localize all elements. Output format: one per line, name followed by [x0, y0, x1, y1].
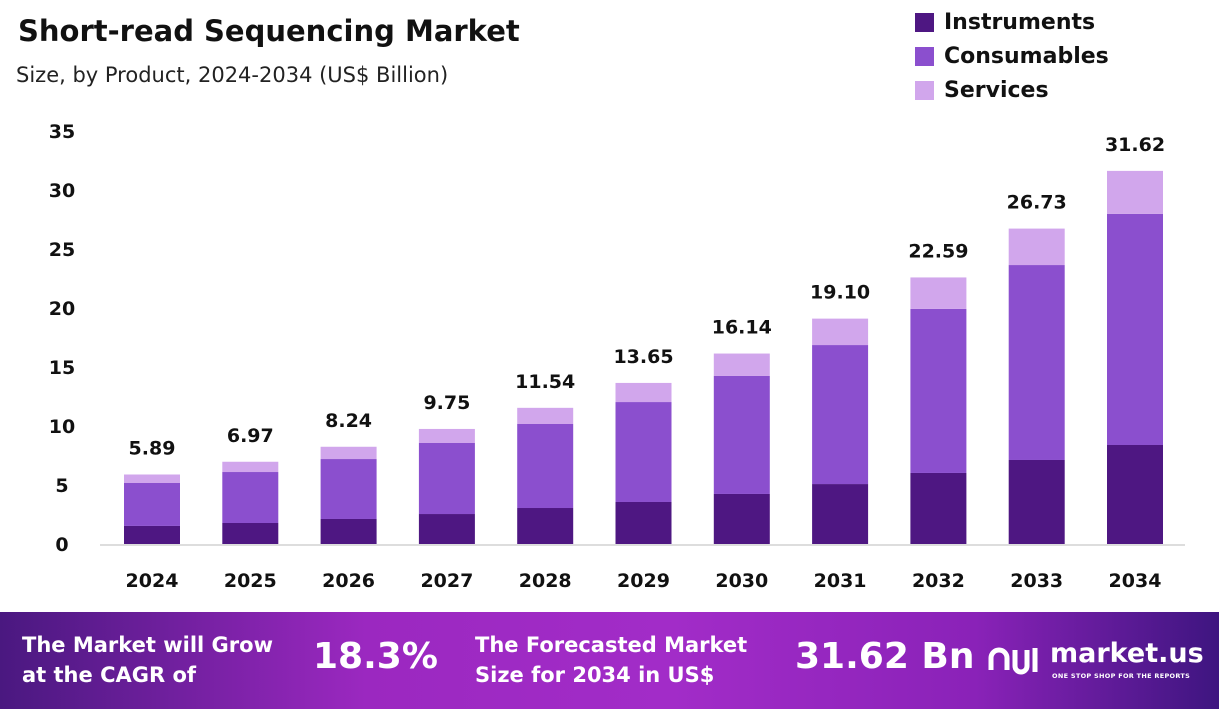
summary-banner: The Market will Grow at the CAGR of 18.3%… [0, 612, 1219, 709]
forecast-label-line: Size for 2034 in US$ [475, 663, 715, 687]
bar-segment-consumables [124, 482, 180, 526]
bar-segment-consumables [910, 308, 967, 473]
bar-segment-consumables [222, 472, 279, 523]
bar-total-label: 22.59 [908, 240, 968, 262]
x-tick-label: 2031 [814, 570, 867, 592]
bar-segment-consumables [517, 423, 574, 509]
cagr-label: The Market will Grow at the CAGR of [22, 630, 273, 690]
bar-chart: 051015202530355.8920246.9720258.2420269.… [49, 121, 1185, 592]
bar-segment-instruments [222, 522, 279, 544]
x-tick-label: 2024 [126, 570, 179, 592]
bar-segment-consumables [812, 345, 869, 485]
x-tick-label: 2034 [1109, 570, 1162, 592]
bar-segment-consumables [1008, 265, 1065, 460]
legend-item-consumables: Consumables [915, 44, 1109, 69]
bar-segment-services [615, 382, 672, 403]
bar-segment-consumables [418, 442, 475, 515]
legend-label: Consumables [944, 44, 1109, 69]
legend-item-instruments: Instruments [915, 10, 1095, 35]
x-tick-label: 2032 [912, 570, 965, 592]
forecast-label: The Forecasted Market Size for 2034 in US… [475, 630, 747, 690]
bar-segment-instruments [1008, 459, 1065, 544]
bar-segment-instruments [615, 501, 672, 544]
bar-segment-instruments [910, 472, 967, 544]
x-tick-label: 2033 [1010, 570, 1063, 592]
bar-segment-consumables [713, 375, 770, 494]
bar-segment-instruments [713, 493, 770, 544]
cagr-value: 18.3% [313, 636, 438, 677]
y-tick-label: 20 [49, 298, 75, 320]
bar-segment-services [418, 428, 475, 443]
legend-label: Services [944, 78, 1049, 103]
bar-total-label: 13.65 [613, 346, 673, 368]
legend-swatch [915, 47, 934, 66]
y-tick-label: 25 [49, 239, 75, 261]
cagr-label-line: at the CAGR of [22, 663, 197, 687]
y-tick-label: 35 [49, 121, 75, 143]
chart-title: Short-read Sequencing Market [18, 14, 520, 48]
bar-segment-instruments [812, 484, 869, 544]
bar-total-label: 26.73 [1007, 192, 1067, 214]
bar-total-label: 11.54 [515, 371, 575, 393]
bar-total-label: 9.75 [423, 392, 470, 414]
x-tick-label: 2026 [322, 570, 375, 592]
chart-subtitle: Size, by Product, 2024-2034 (US$ Billion… [16, 63, 449, 87]
bar-segment-instruments [124, 525, 180, 544]
legend-swatch [915, 81, 934, 100]
legend-swatch [915, 13, 934, 32]
bar-segment-services [812, 318, 869, 346]
bar-segment-services [320, 446, 377, 460]
forecast-value: 31.62 Bn [795, 636, 975, 677]
bar-segment-services [517, 407, 574, 424]
bar-total-label: 19.10 [810, 282, 870, 304]
market-us-logo-icon [988, 647, 1038, 675]
bar-segment-instruments [1107, 444, 1163, 544]
cagr-label-line: The Market will Grow [22, 633, 273, 657]
forecast-label-line: The Forecasted Market [475, 633, 748, 657]
y-tick-label: 15 [49, 357, 75, 379]
bar-segment-instruments [517, 508, 574, 544]
bar-total-label: 31.62 [1105, 134, 1165, 156]
legend-label: Instruments [944, 10, 1096, 35]
y-tick-label: 30 [49, 180, 75, 202]
bar-segment-services [1008, 228, 1065, 266]
bar-total-label: 6.97 [227, 425, 274, 447]
bar-segment-services [1107, 170, 1163, 214]
bar-segment-consumables [1107, 213, 1163, 445]
bar-total-label: 5.89 [129, 437, 176, 459]
bar-total-label: 16.14 [712, 317, 772, 339]
bar-segment-consumables [320, 459, 377, 519]
bar-segment-services [910, 277, 967, 309]
logo-tagline: ONE STOP SHOP FOR THE REPORTS [1052, 672, 1191, 680]
x-tick-label: 2030 [715, 570, 768, 592]
x-tick-label: 2025 [224, 570, 277, 592]
y-tick-label: 0 [55, 534, 68, 556]
y-tick-label: 10 [49, 416, 75, 438]
bar-segment-instruments [320, 518, 377, 544]
bar-total-label: 8.24 [325, 410, 372, 432]
bar-segment-consumables [615, 402, 672, 502]
x-tick-label: 2028 [519, 570, 572, 592]
x-tick-label: 2029 [617, 570, 670, 592]
y-tick-label: 5 [55, 475, 68, 497]
legend-item-services: Services [915, 78, 1049, 103]
logo-text: market.us [1050, 638, 1204, 669]
bar-segment-services [124, 474, 180, 483]
bar-segment-services [222, 461, 279, 473]
bar-segment-instruments [418, 514, 475, 544]
bar-segment-services [713, 353, 770, 376]
x-tick-label: 2027 [420, 570, 473, 592]
